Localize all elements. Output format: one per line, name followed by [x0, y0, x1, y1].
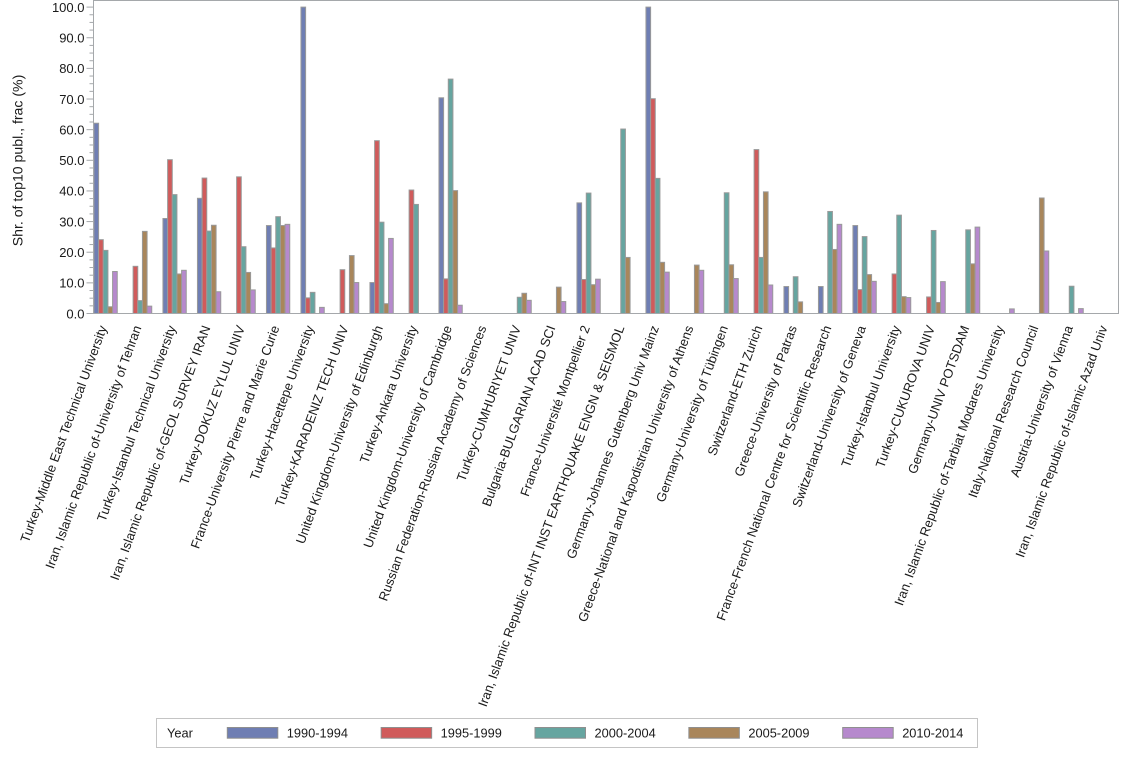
svg-text:Shr. of top10 publ., frac (%): Shr. of top10 publ., frac (%): [10, 75, 26, 247]
svg-text:10.0: 10.0: [59, 276, 84, 291]
svg-text:2000-2004: 2000-2004: [595, 726, 656, 741]
svg-text:20.0: 20.0: [59, 245, 84, 260]
svg-text:30.0: 30.0: [59, 214, 84, 229]
svg-text:100.0: 100.0: [52, 0, 85, 15]
svg-text:2010-2014: 2010-2014: [902, 726, 963, 741]
svg-text:0.0: 0.0: [66, 306, 84, 321]
svg-text:1995-1999: 1995-1999: [441, 726, 502, 741]
svg-text:1990-1994: 1990-1994: [287, 726, 348, 741]
svg-text:60.0: 60.0: [59, 122, 84, 137]
svg-text:50.0: 50.0: [59, 153, 84, 168]
svg-text:Year: Year: [167, 726, 194, 741]
svg-text:40.0: 40.0: [59, 184, 84, 199]
svg-text:80.0: 80.0: [59, 61, 84, 76]
svg-text:70.0: 70.0: [59, 92, 84, 107]
svg-text:90.0: 90.0: [59, 31, 84, 46]
svg-text:2005-2009: 2005-2009: [748, 726, 809, 741]
